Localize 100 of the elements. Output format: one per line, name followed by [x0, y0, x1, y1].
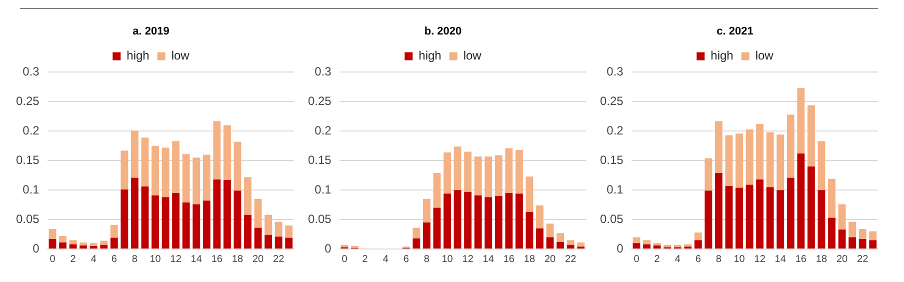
bar [213, 179, 221, 248]
bar [766, 187, 774, 248]
bar [172, 141, 180, 194]
bar [643, 244, 650, 248]
bar [100, 244, 108, 248]
x-tick-label: 20 [544, 254, 556, 265]
bar [694, 240, 702, 248]
bar [536, 205, 544, 228]
bar [162, 148, 170, 198]
bar [234, 190, 242, 248]
bar [59, 242, 66, 248]
bar [110, 224, 118, 238]
bar [141, 186, 149, 248]
bar [422, 198, 430, 222]
bar [546, 224, 554, 238]
bar [505, 148, 513, 194]
bar [182, 154, 190, 202]
bar [494, 196, 502, 248]
bar [182, 202, 190, 248]
bar [444, 152, 451, 194]
legend-label: high [710, 48, 734, 63]
bar [643, 240, 650, 244]
x-tick-label: 6 [111, 254, 118, 265]
y-tick-label: 0 [324, 241, 332, 256]
bar [756, 179, 764, 248]
bar [48, 228, 56, 239]
bar [130, 130, 138, 178]
x-tick-label: 22 [565, 254, 577, 265]
bar [858, 238, 866, 248]
bar [90, 243, 98, 246]
bar [828, 178, 836, 218]
x-tick-label: 6 [403, 254, 410, 265]
x-tick-label: 16 [795, 254, 807, 265]
bar [756, 124, 764, 180]
bar [766, 132, 774, 188]
x-tick-label: 8 [132, 254, 138, 265]
bar [556, 242, 564, 248]
bar [59, 236, 66, 243]
legend-label: low [171, 48, 190, 63]
x-tick-label: 18 [524, 254, 536, 265]
bar [828, 218, 836, 248]
legend-label: high [418, 48, 442, 63]
bar [566, 240, 574, 245]
bar [244, 177, 252, 215]
x-tick-label: 18 [232, 254, 244, 265]
bar [786, 114, 794, 178]
x-tick-label: 0 [342, 254, 348, 265]
y-tick-label: 0.15 [308, 152, 332, 167]
y-tick-label: 0.3 [314, 64, 332, 79]
bar [807, 105, 815, 166]
bar [797, 154, 805, 248]
bar [746, 184, 754, 248]
bar [422, 222, 430, 248]
y-tick-label: 0.2 [314, 123, 332, 138]
x-tick-label: 0 [50, 254, 56, 265]
y-tick-label: 0.1 [22, 182, 40, 196]
bar [577, 242, 585, 247]
bar [736, 188, 743, 248]
x-tick-label: 12 [754, 254, 766, 265]
bar [234, 142, 242, 191]
y-tick-label: 0.3 [22, 64, 40, 79]
bar [858, 228, 866, 239]
bar [120, 189, 128, 248]
bar [484, 197, 492, 248]
bar [797, 88, 805, 154]
y-tick-label: 0.05 [600, 212, 624, 226]
x-tick-label: 10 [734, 254, 746, 265]
x-tick-label: 8 [716, 254, 722, 265]
y-tick-label: 0.05 [308, 212, 332, 226]
bar [725, 186, 733, 248]
bar [653, 245, 661, 248]
bar [786, 178, 794, 248]
bar [412, 238, 420, 248]
bar [694, 232, 702, 240]
bar [223, 125, 231, 180]
legend-label: high [126, 48, 150, 63]
bar [213, 121, 221, 180]
bar [192, 158, 200, 204]
bar [433, 208, 441, 248]
bar [704, 158, 712, 191]
bar [202, 200, 210, 248]
bar [274, 222, 282, 237]
y-tick-label: 0 [616, 241, 624, 256]
bar [172, 193, 180, 248]
y-tick-label: 0.3 [606, 64, 624, 79]
x-tick-label: 16 [503, 254, 515, 265]
x-tick-label: 14 [774, 254, 786, 265]
bar [141, 138, 149, 187]
y-tick-label: 0 [32, 241, 40, 256]
bar [274, 236, 282, 248]
y-tick-label: 0.25 [308, 94, 332, 108]
bar [526, 212, 534, 248]
bar [454, 146, 462, 190]
x-tick-label: 20 [252, 254, 264, 265]
bar [152, 195, 159, 248]
bar [556, 233, 564, 242]
y-tick-label: 0.1 [314, 182, 332, 196]
bar [444, 194, 451, 248]
bar [776, 134, 784, 190]
bar [264, 214, 272, 235]
